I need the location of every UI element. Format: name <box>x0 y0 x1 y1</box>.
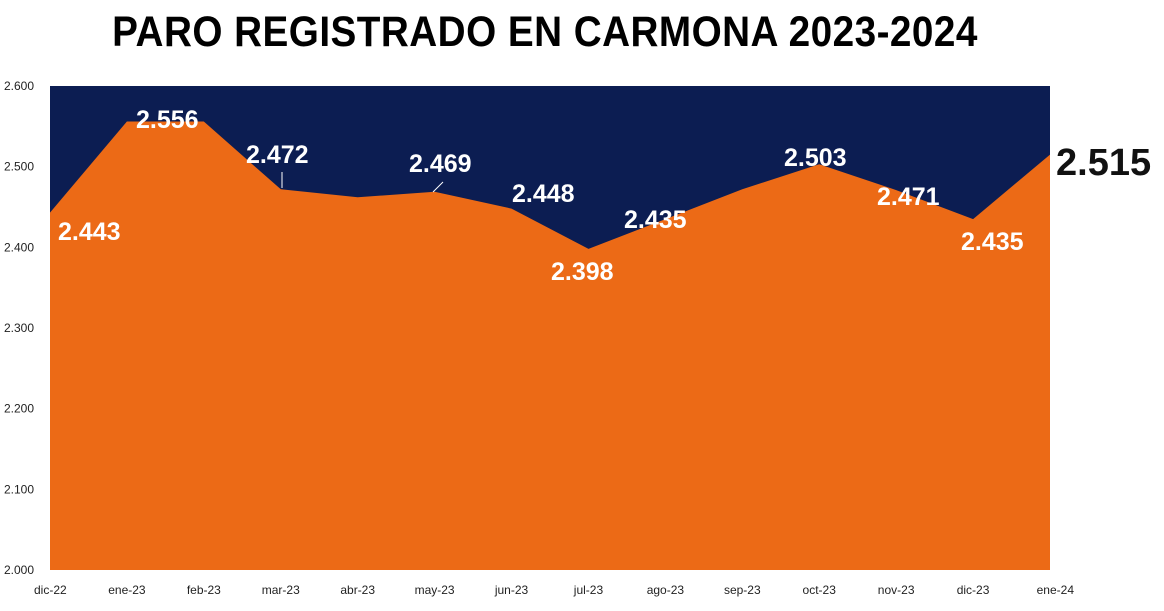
data-label: 2.448 <box>512 180 575 208</box>
data-label: 2.435 <box>624 206 687 234</box>
chart-title: PARO REGISTRADO EN CARMONA 2023-2024 <box>112 8 978 56</box>
x-tick-label: jun-23 <box>494 583 529 597</box>
x-tick-label: ene-24 <box>1037 583 1075 597</box>
area-series <box>50 121 1050 570</box>
x-tick-label: nov-23 <box>878 583 915 597</box>
x-tick-label: feb-23 <box>187 583 221 597</box>
x-tick-label: mar-23 <box>262 583 300 597</box>
y-tick-label: 2.300 <box>4 321 34 335</box>
x-tick-label: jul-23 <box>573 583 604 597</box>
y-tick-label: 2.600 <box>4 79 34 93</box>
x-tick-label: oct-23 <box>803 583 837 597</box>
y-tick-label: 2.400 <box>4 240 34 254</box>
data-label: 2.398 <box>551 258 614 286</box>
x-tick-label: sep-23 <box>724 583 761 597</box>
data-label: 2.556 <box>136 106 199 134</box>
leader-line <box>432 181 444 193</box>
data-label: 2.469 <box>409 150 472 178</box>
x-tick-label: ene-23 <box>108 583 146 597</box>
y-tick-label: 2.500 <box>4 160 34 174</box>
x-tick-label: dic-22 <box>34 583 67 597</box>
y-tick-label: 2.100 <box>4 482 34 496</box>
x-tick-label: ago-23 <box>647 583 685 597</box>
data-label: 2.472 <box>246 141 309 169</box>
y-tick-label: 2.200 <box>4 402 34 416</box>
data-label: 2.443 <box>58 218 121 246</box>
data-label: 2.471 <box>877 183 940 211</box>
x-tick-label: abr-23 <box>340 583 375 597</box>
x-tick-label: may-23 <box>415 583 455 597</box>
x-tick-label: dic-23 <box>957 583 990 597</box>
data-label: 2.435 <box>961 228 1024 256</box>
data-label: 2.515 <box>1056 142 1151 184</box>
y-tick-label: 2.000 <box>4 563 34 577</box>
data-label: 2.503 <box>784 144 847 172</box>
